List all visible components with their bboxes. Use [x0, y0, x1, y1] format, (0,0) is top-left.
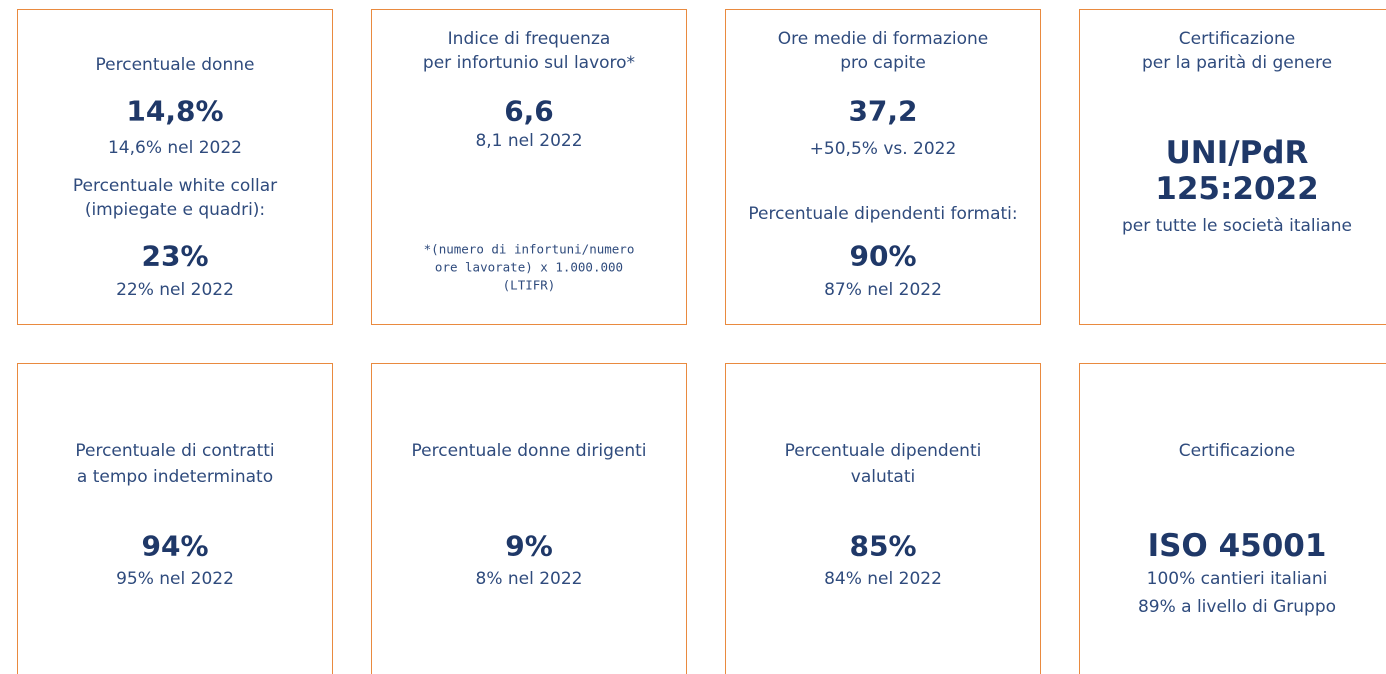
kpi-note: 84% nel 2022 [824, 569, 942, 589]
kpi-note: 100% cantieri italiani [1146, 569, 1328, 589]
kpi-value: 9% [505, 529, 553, 563]
kpi-value: 94% [141, 529, 209, 563]
kpi-card: Percentuale donne dirigenti 9% 8% nel 2022 [371, 363, 687, 674]
kpi-value: 14,8% [126, 94, 224, 128]
footnote: ore lavorate) x 1.000.000 [434, 259, 624, 275]
kpi-note: 95% nel 2022 [116, 569, 234, 589]
kpi-value: 85% [849, 529, 917, 563]
kpi-label: Certificazione [1178, 29, 1296, 49]
kpi-label: Percentuale white collar [72, 176, 278, 196]
footnote: *(numero di infortuni/numero [423, 241, 635, 257]
kpi-value: 125:2022 [1155, 171, 1319, 207]
kpi-note: 87% nel 2022 [824, 280, 942, 300]
kpi-label: Certificazione [1178, 441, 1296, 461]
kpi-label: per la parità di genere [1141, 53, 1333, 73]
kpi-label: Percentuale donne [95, 55, 255, 75]
kpi-label: Percentuale dipendenti [784, 441, 982, 461]
kpi-card: Ore medie di formazione pro capite 37,2 +50… [725, 9, 1041, 325]
kpi-value: 37,2 [848, 94, 918, 128]
kpi-value: ISO 45001 [1147, 528, 1327, 564]
kpi-label: pro capite [840, 53, 926, 73]
kpi-label: Percentuale dipendenti formati: [748, 204, 1018, 224]
kpi-note: +50,5% vs. 2022 [809, 139, 957, 159]
kpi-label: Percentuale di contratti [75, 441, 275, 461]
kpi-note: 8% nel 2022 [475, 569, 583, 589]
kpi-card: Indice di frequenza per infortunio sul la… [371, 9, 687, 325]
kpi-label: valutati [850, 467, 916, 487]
kpi-card: Certificazione ISO 45001 100% cantieri ita… [1079, 363, 1386, 674]
kpi-value: UNI/PdR [1165, 135, 1309, 171]
kpi-label: Ore medie di formazione [777, 29, 989, 49]
kpi-note: 14,6% nel 2022 [107, 138, 243, 158]
kpi-value: 6,6 [504, 94, 554, 128]
kpi-note: 8,1 nel 2022 [475, 131, 583, 151]
kpi-card: Percentuale dipendenti valutati 85% 84% nel… [725, 363, 1041, 674]
kpi-label: per infortunio sul lavoro* [422, 53, 636, 73]
kpi-note: 22% nel 2022 [116, 280, 234, 300]
kpi-card: Certificazione per la parità di genere UNI… [1079, 9, 1386, 325]
kpi-card: Percentuale di contratti a tempo indeterm… [17, 363, 333, 674]
kpi-value: 90% [849, 239, 917, 273]
kpi-value: 23% [141, 239, 209, 273]
footnote: (LTIFR) [502, 277, 556, 293]
kpi-label: (impiegate e quadri): [84, 200, 266, 220]
kpi-note: per tutte le società italiane [1121, 216, 1353, 236]
kpi-label: Indice di frequenza [447, 29, 611, 49]
kpi-label: a tempo indeterminato [76, 467, 274, 487]
kpi-label: Percentuale donne dirigenti [411, 441, 647, 461]
kpi-note: 89% a livello di Gruppo [1137, 597, 1337, 617]
kpi-card: Percentuale donne 14,8% 14,6% nel 2022 Perc… [17, 9, 333, 325]
